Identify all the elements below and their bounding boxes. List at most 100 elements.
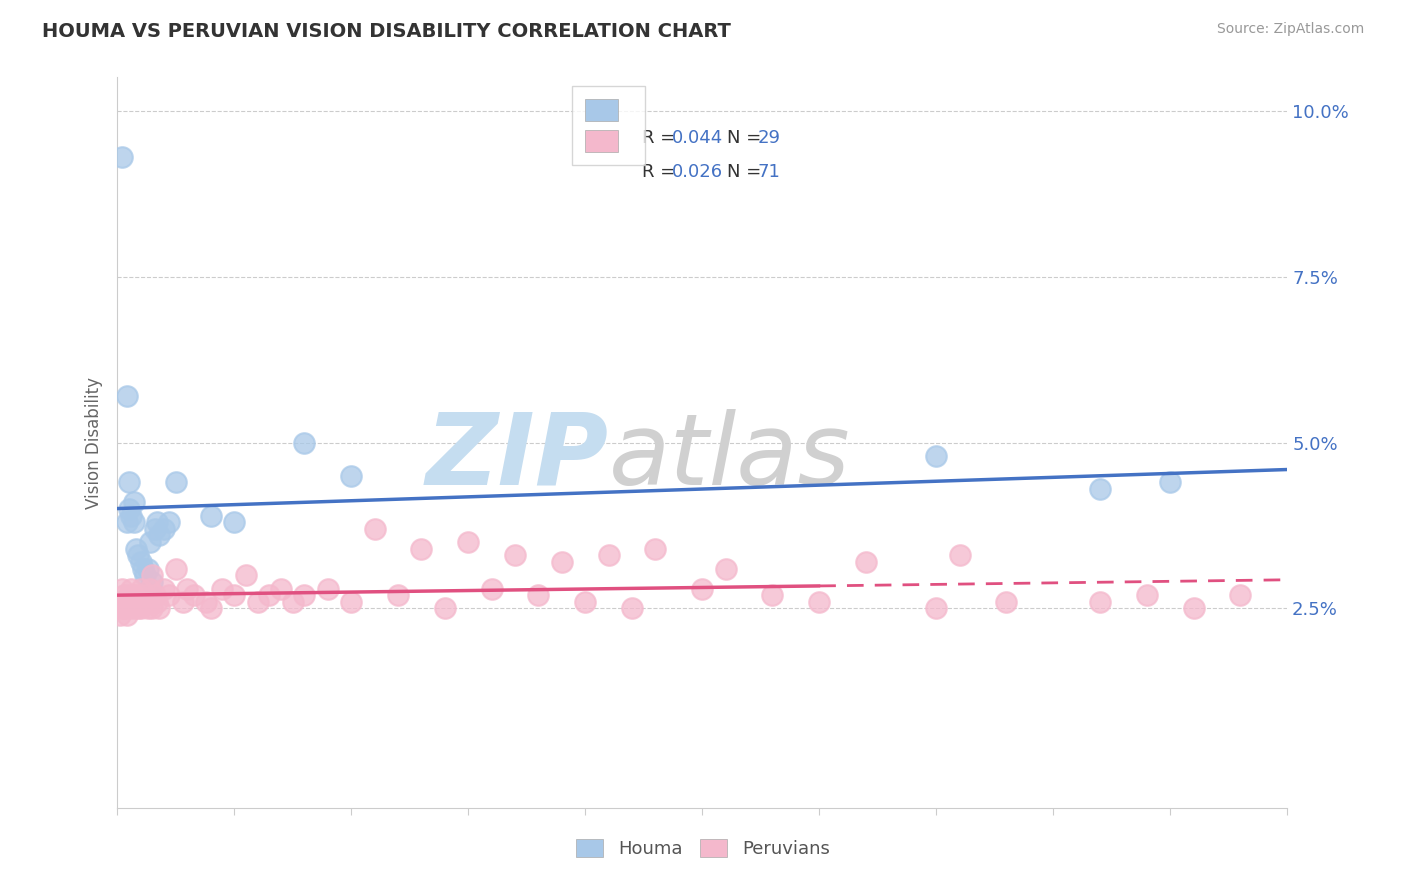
Point [270,582,292,596]
Point [165,561,187,575]
Point [129,601,152,615]
Text: 0.044: 0.044 [672,129,724,147]
Point [1088,482,1111,496]
Point [134,568,156,582]
Point [122,495,145,509]
Point [224,515,246,529]
Point [995,595,1018,609]
Point [340,468,363,483]
Point [111,601,134,615]
Point [127,588,149,602]
Point [527,588,550,602]
Point [122,515,145,529]
Legend: Houma, Peruvians: Houma, Peruvians [569,831,837,865]
Point [141,574,163,589]
Point [115,608,138,623]
Point [172,595,194,609]
Point [387,588,409,602]
Point [224,588,246,602]
Point [292,588,315,602]
Point [146,595,169,609]
Point [316,582,339,596]
Point [148,601,170,615]
Point [136,601,159,615]
Point [481,582,503,596]
Point [281,595,304,609]
Point [292,435,315,450]
Point [141,601,163,615]
Point [157,588,180,602]
Point [1159,475,1181,490]
Point [714,561,737,575]
Point [690,582,713,596]
Point [1182,601,1205,615]
Point [165,475,187,490]
Point [129,555,152,569]
Point [132,595,155,609]
Point [136,561,159,575]
Point [111,150,134,164]
Point [153,582,176,596]
Point [1136,588,1159,602]
Point [108,595,131,609]
Point [200,508,222,523]
Point [195,595,218,609]
Point [146,515,169,529]
Text: atlas: atlas [609,409,851,506]
Point [433,601,456,615]
Text: N =: N = [727,163,768,181]
Point [855,555,877,569]
Text: HOUMA VS PERUVIAN VISION DISABILITY CORRELATION CHART: HOUMA VS PERUVIAN VISION DISABILITY CORR… [42,22,731,41]
Point [211,582,233,596]
Point [551,555,574,569]
Point [141,568,163,582]
Point [200,601,222,615]
Point [176,582,198,596]
Point [122,601,145,615]
Point [153,522,176,536]
Point [129,582,152,596]
Point [125,595,148,609]
Point [183,588,205,602]
Point [111,582,134,596]
Point [925,449,948,463]
Legend: , : , [572,87,645,165]
Point [761,588,783,602]
Point [143,588,166,602]
Point [1229,588,1251,602]
Point [925,601,948,615]
Point [118,588,141,602]
Point [363,522,385,536]
Point [120,582,142,596]
Point [621,601,644,615]
Point [112,588,135,602]
Point [340,595,363,609]
Point [112,601,135,615]
Point [132,561,155,575]
Point [120,595,142,609]
Point [122,588,145,602]
Point [598,549,620,563]
Point [457,535,479,549]
Point [808,595,831,609]
Point [127,601,149,615]
Point [115,515,138,529]
Point [503,549,526,563]
Point [157,515,180,529]
Point [644,541,666,556]
Text: Source: ZipAtlas.com: Source: ZipAtlas.com [1216,22,1364,37]
Point [143,522,166,536]
Point [118,601,141,615]
Point [115,389,138,403]
Text: 29: 29 [758,129,780,147]
Text: ZIP: ZIP [426,409,609,506]
Point [139,535,162,549]
Point [411,541,433,556]
Point [118,475,141,490]
Point [574,595,596,609]
Y-axis label: Vision Disability: Vision Disability [86,376,103,508]
Text: 71: 71 [758,163,780,181]
Point [949,549,972,563]
Text: R =: R = [643,129,682,147]
Point [259,588,281,602]
